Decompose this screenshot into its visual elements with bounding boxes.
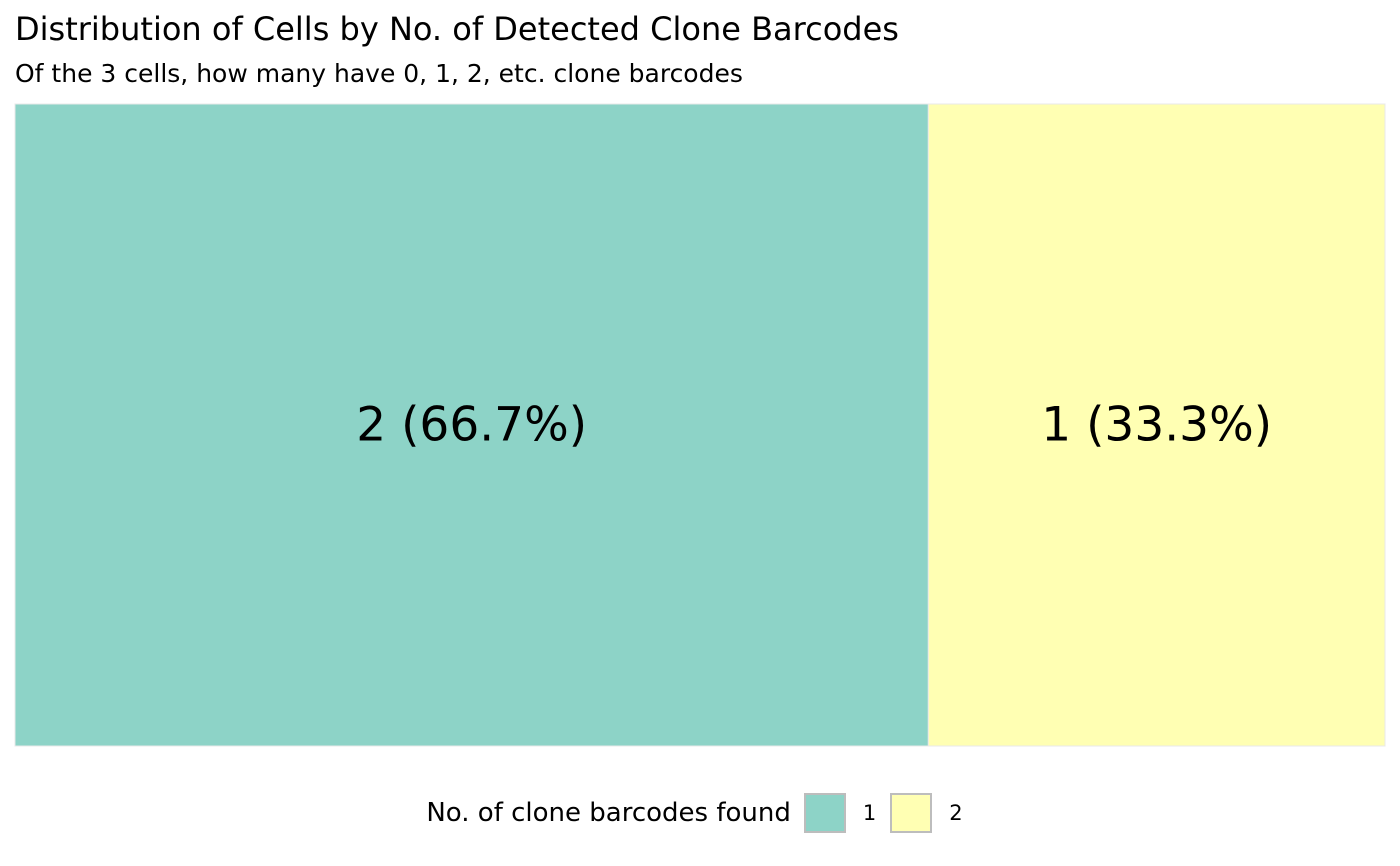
treemap-tile [927, 103, 1386, 747]
tile-label: 2 (66.7%) [356, 398, 587, 453]
legend-title: No. of clone barcodes found [426, 798, 791, 828]
legend-item: 2 [890, 793, 963, 833]
tile-label: 1 (33.3%) [1041, 398, 1272, 453]
legend: No. of clone barcodes found 1 2 [0, 790, 1400, 836]
chart-title: Distribution of Cells by No. of Detected… [15, 10, 899, 48]
legend-item: 1 [803, 793, 877, 833]
treemap-tile [14, 103, 929, 747]
legend-swatch [890, 793, 933, 833]
chart-subtitle: Of the 3 cells, how many have 0, 1, 2, e… [15, 59, 743, 88]
legend-label: 1 [862, 801, 877, 825]
legend-label: 2 [949, 801, 963, 825]
legend-swatch [803, 793, 846, 833]
